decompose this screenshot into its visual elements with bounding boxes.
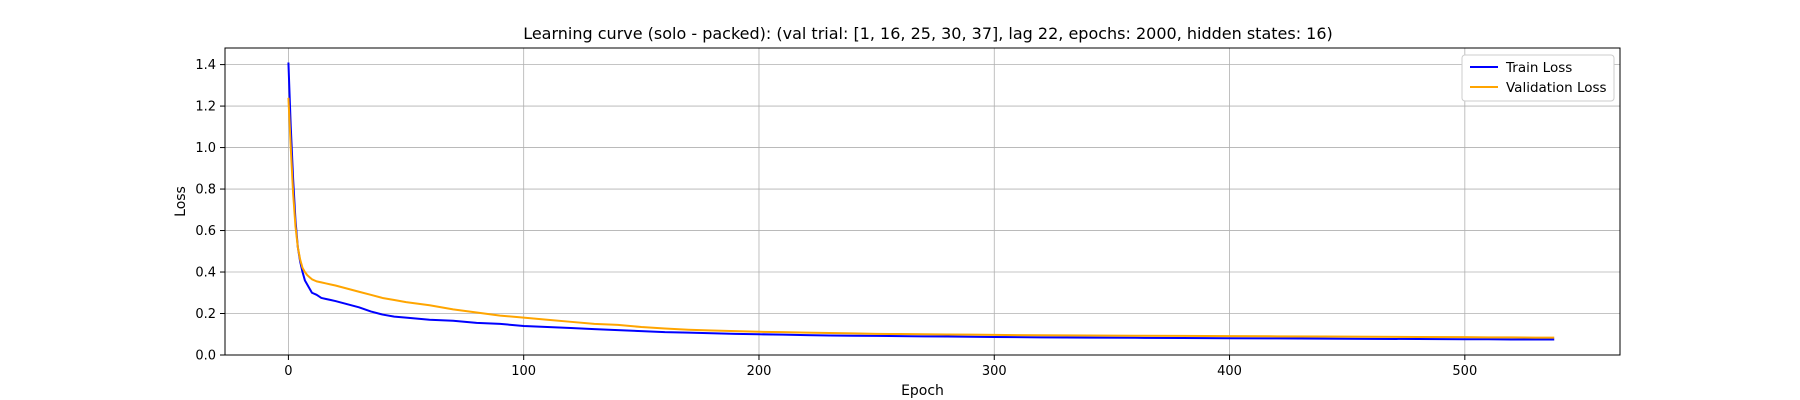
x-tick-label: 400	[1217, 364, 1242, 379]
y-tick-label: 0.8	[195, 183, 216, 198]
y-tick-label: 1.4	[195, 58, 216, 73]
validation-loss-line	[287, 97, 1555, 339]
x-axis-label: Epoch	[901, 383, 944, 399]
x-axis-ticks: 0 100 200 300 400 500	[284, 355, 1477, 379]
x-tick-label: 100	[511, 364, 536, 379]
y-tick-label: 1.0	[195, 141, 216, 156]
legend-train-loss-label: Train Loss	[1505, 60, 1572, 76]
x-tick-label: 500	[1452, 364, 1477, 379]
legend-validation-loss-label: Validation Loss	[1506, 80, 1607, 96]
x-tick-label: 0	[284, 364, 292, 379]
y-tick-label: 0.4	[195, 266, 216, 281]
y-axis-ticks: 0.0 0.2 0.4 0.6 0.8 1.0 1.2 1.4	[195, 58, 225, 364]
plot-area-frame	[224, 47, 1621, 356]
legend: Train Loss Validation Loss	[1461, 54, 1615, 102]
legend-box	[1461, 54, 1615, 102]
x-tick-label: 200	[747, 364, 772, 379]
train-loss-line	[287, 62, 1555, 341]
y-tick-label: 0.6	[195, 224, 216, 239]
y-tick-label: 0.0	[195, 349, 216, 364]
plot-series	[287, 62, 1555, 341]
y-tick-label: 0.2	[195, 307, 216, 322]
y-tick-label: 1.2	[195, 100, 216, 115]
chart-title: Learning curve (solo - packed): (val tri…	[523, 24, 1333, 43]
x-tick-label: 300	[982, 364, 1007, 379]
y-axis-label: Loss	[173, 186, 189, 217]
